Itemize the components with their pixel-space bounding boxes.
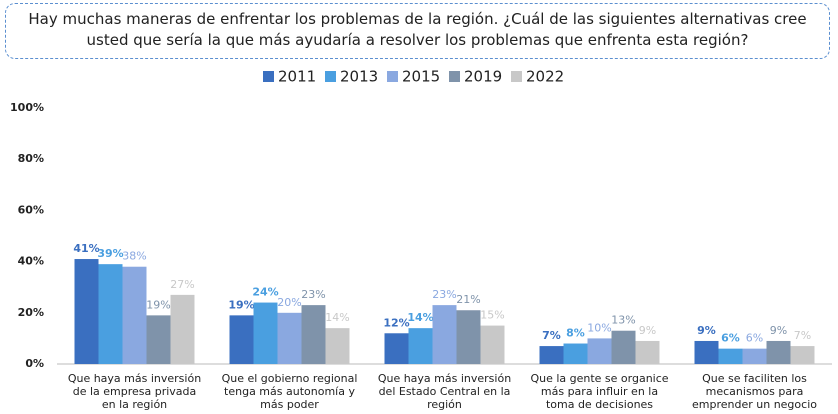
bar <box>277 312 302 364</box>
bar <box>742 348 767 364</box>
bar <box>384 333 409 364</box>
bar <box>766 340 791 364</box>
legend-label: 2019 <box>464 68 502 86</box>
bar <box>694 340 719 364</box>
y-tick-label: 40% <box>18 255 44 268</box>
bar <box>146 315 171 364</box>
legend-swatch <box>387 71 398 82</box>
bar <box>718 348 743 364</box>
data-label: 41% <box>73 242 99 255</box>
x-tick-label: Que haya más inversión del Estado Centra… <box>377 372 512 411</box>
bar <box>253 302 278 364</box>
data-label: 24% <box>252 286 278 299</box>
data-label: 38% <box>122 250 146 263</box>
bar <box>587 338 612 364</box>
legend-label: 2013 <box>340 68 378 86</box>
chart-title: Hay muchas maneras de enfrentar los prob… <box>5 3 830 59</box>
data-label: 6% <box>746 332 763 345</box>
bar <box>325 328 350 364</box>
data-label: 39% <box>97 247 123 260</box>
data-label: 6% <box>721 332 740 345</box>
legend-swatch <box>263 71 274 82</box>
legend-label: 2011 <box>278 68 316 86</box>
bar <box>229 315 254 364</box>
bar <box>74 259 99 364</box>
x-tick-label: Que la gente se organice más para influi… <box>530 372 669 411</box>
bar <box>563 343 588 364</box>
y-tick-label: 0% <box>25 357 44 370</box>
data-label: 15% <box>480 309 504 322</box>
y-tick-label: 20% <box>18 306 44 319</box>
data-label: 14% <box>325 311 349 324</box>
data-label: 9% <box>639 324 656 337</box>
data-label: 9% <box>770 324 787 337</box>
bar <box>635 340 660 364</box>
data-label: 14% <box>407 311 433 324</box>
data-label: 8% <box>566 327 585 340</box>
bar <box>480 325 505 364</box>
bar <box>122 266 147 364</box>
bar <box>98 264 123 364</box>
data-label: 23% <box>432 288 456 301</box>
data-label: 20% <box>277 296 301 309</box>
data-label: 7% <box>542 329 561 342</box>
legend-label: 2015 <box>402 68 440 86</box>
legend-label: 2022 <box>526 68 564 86</box>
y-tick-label: 60% <box>18 203 44 216</box>
data-label: 7% <box>794 329 811 342</box>
data-label: 27% <box>170 278 194 291</box>
bar <box>611 330 636 364</box>
data-label: 19% <box>146 298 170 311</box>
bar <box>539 346 564 364</box>
y-tick-label: 100% <box>10 101 44 114</box>
data-label: 21% <box>456 293 480 306</box>
data-label: 13% <box>611 314 635 327</box>
x-tick-label: Que el gobierno regional tenga más auton… <box>221 372 358 411</box>
data-label: 23% <box>301 288 325 301</box>
legend-swatch <box>325 71 336 82</box>
bar <box>432 305 457 364</box>
data-label: 12% <box>383 316 409 329</box>
bar <box>170 294 195 364</box>
x-tick-label: Que haya más inversión de la empresa pri… <box>67 372 202 411</box>
bar <box>301 305 326 364</box>
legend-swatch <box>449 71 460 82</box>
data-label: 9% <box>697 324 716 337</box>
legend-swatch <box>511 71 522 82</box>
data-label: 19% <box>228 298 254 311</box>
bar <box>408 328 433 364</box>
y-tick-label: 80% <box>18 152 44 165</box>
bar <box>456 310 481 364</box>
data-label: 10% <box>587 321 611 334</box>
bar <box>790 346 815 364</box>
x-tick-label: Que se faciliten los mecanismos para emp… <box>692 372 817 411</box>
